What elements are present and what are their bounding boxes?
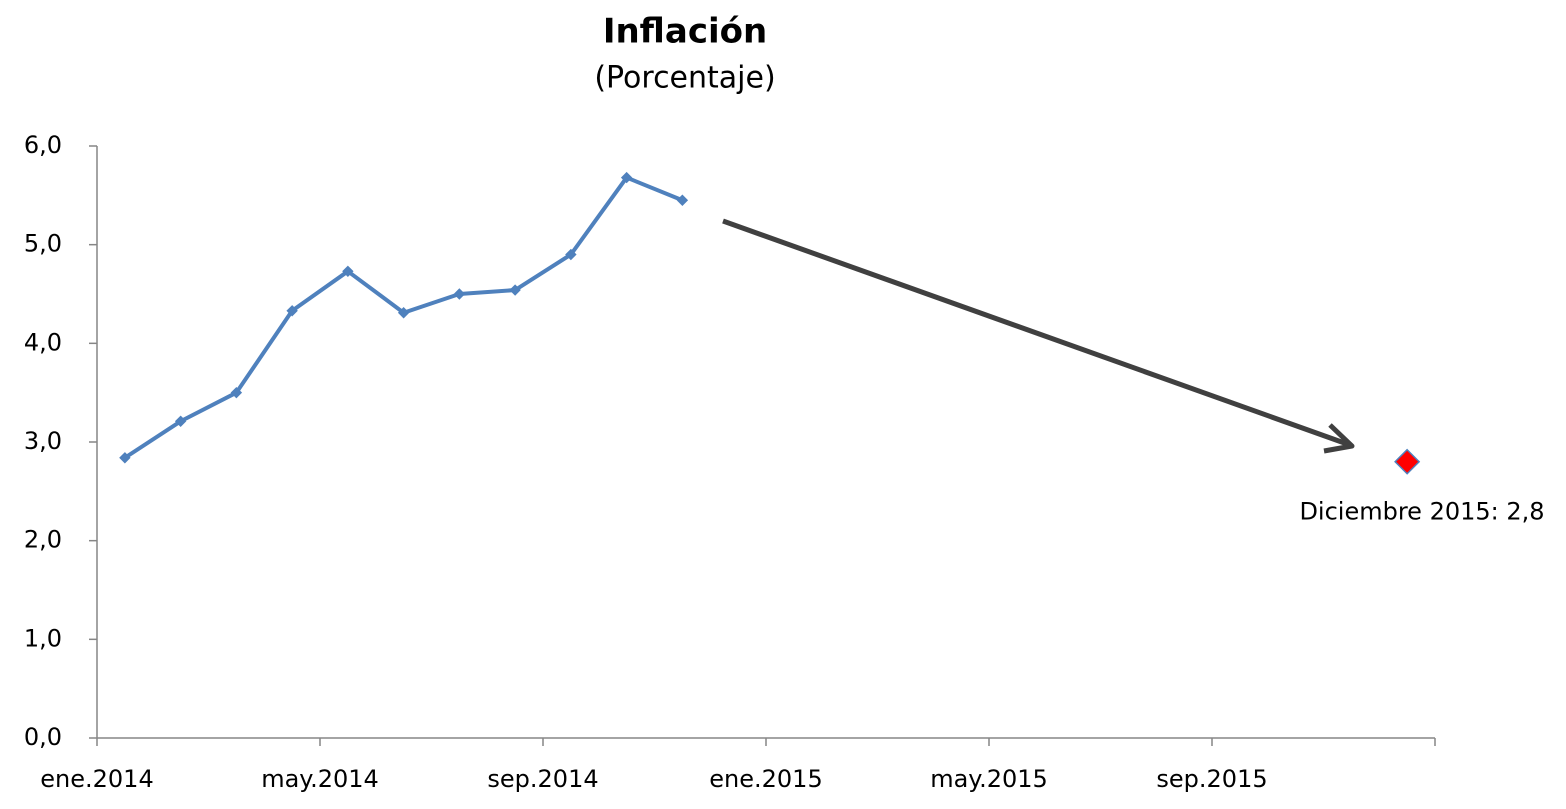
point-marker [397,307,410,319]
arrow-head [1323,423,1355,454]
annotation: Diciembre 2015: 2,8 [1299,498,1544,526]
y-tick-label: 5,0 [24,230,62,258]
x-tick-label: may.2015 [930,765,1048,793]
y-tick-label: 0,0 [24,723,62,751]
arrow [722,218,1351,448]
point-marker [342,265,354,278]
x-tick-label: sep.2014 [487,765,598,793]
point-marker [620,171,633,184]
point-marker [509,284,521,296]
x-tick-label: may.2014 [261,765,379,793]
y-tick-label: 3,0 [24,427,62,455]
y-tick-label: 2,0 [24,526,62,554]
y-tick-label: 6,0 [24,131,62,159]
y-tick-label: 1,0 [24,624,62,652]
chart-title: Inflación [603,12,767,52]
point-marker [174,415,187,427]
chart-subtitle: (Porcentaje) [594,61,775,96]
point-marker [565,248,577,261]
x-tick-label: ene.2015 [709,765,822,793]
x-tick-label: sep.2015 [1156,765,1267,793]
point-marker [1394,448,1421,475]
point-marker [286,305,298,317]
x-tick-label: ene.2014 [40,765,153,793]
point-marker [676,194,689,206]
point-marker [230,386,243,399]
point-marker [119,452,131,464]
point-marker [453,288,466,300]
y-tick-label: 4,0 [24,328,62,356]
